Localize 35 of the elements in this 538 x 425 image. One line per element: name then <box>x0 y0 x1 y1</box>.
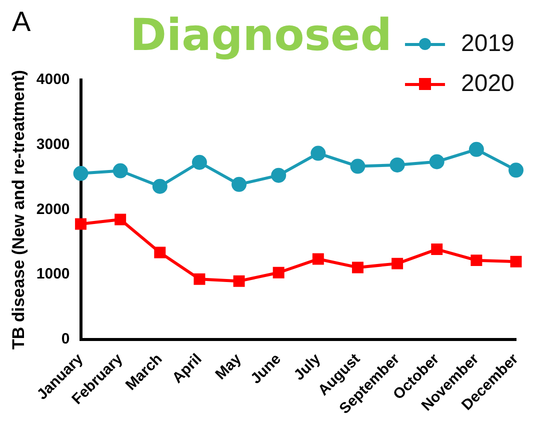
legend-label: 2019 <box>461 30 514 58</box>
y-tick-label: 3000 <box>36 136 70 154</box>
point <box>508 162 524 178</box>
chart-title: Diagnosed <box>130 10 392 61</box>
point <box>112 163 128 178</box>
text: A <box>12 6 31 38</box>
y-tick-label: 2000 <box>36 200 70 218</box>
point <box>312 253 324 265</box>
point <box>392 258 404 270</box>
point <box>510 256 522 268</box>
legend-label: 2020 <box>461 70 514 98</box>
y-tick-label: 1000 <box>36 266 70 283</box>
point <box>429 154 444 170</box>
y-tick-label: 0 <box>61 330 70 348</box>
point <box>73 166 88 181</box>
point <box>232 176 247 192</box>
point <box>310 146 326 161</box>
point <box>192 154 207 170</box>
point <box>152 178 168 194</box>
x-tick-label: May <box>212 350 246 384</box>
point <box>468 142 484 157</box>
point <box>233 275 245 287</box>
point <box>431 244 443 256</box>
point <box>350 158 366 174</box>
point <box>272 266 284 278</box>
point <box>194 273 206 285</box>
point <box>271 168 286 183</box>
y-tick-label: 4000 <box>36 71 70 88</box>
point <box>114 214 126 226</box>
point <box>352 262 364 274</box>
point <box>75 218 87 230</box>
point <box>470 254 482 266</box>
point <box>390 157 405 172</box>
point <box>154 246 166 258</box>
y-axis-title: TB disease (New and re-treatment) <box>8 70 28 350</box>
